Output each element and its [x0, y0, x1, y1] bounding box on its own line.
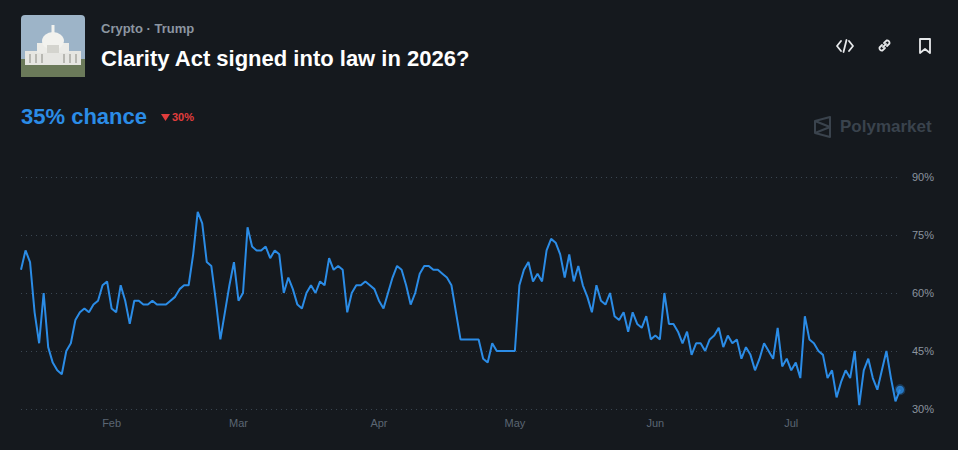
html-text:30%: 30% [172, 111, 194, 123]
svg-text:45%: 45% [912, 345, 934, 357]
svg-text:30%: 30% [912, 403, 934, 415]
html-text:Polymarket: Polymarket [840, 117, 932, 136]
svg-text:May: May [504, 417, 525, 429]
html-text:35% chance: 35% chance [21, 104, 147, 129]
html-text:Crypto · Trump: Crypto · Trump [101, 21, 195, 36]
svg-text:75%: 75% [912, 229, 934, 241]
svg-text:Jul: Jul [784, 417, 798, 429]
svg-text:Apr: Apr [370, 417, 387, 429]
svg-text:Jun: Jun [646, 417, 664, 429]
html-text:Clarity Act signed into law in: Clarity Act signed into law in 2026? [101, 46, 470, 71]
svg-text:60%: 60% [912, 287, 934, 299]
svg-text:Feb: Feb [102, 417, 121, 429]
svg-text:90%: 90% [912, 171, 934, 183]
svg-text:Mar: Mar [229, 417, 248, 429]
